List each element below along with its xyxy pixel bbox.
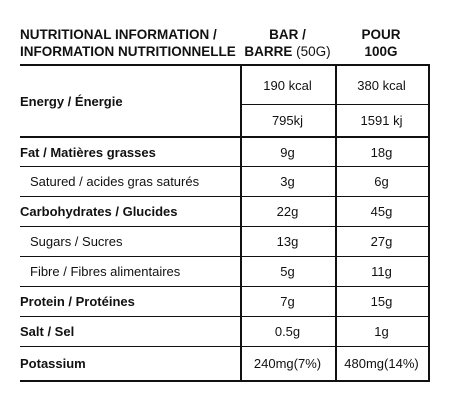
- salt-label: Salt / Sel: [20, 324, 75, 339]
- row-divider: [20, 196, 430, 197]
- column-header-bar: BAR / BARRE (50G): [240, 26, 335, 60]
- bar-header-line1: BAR /: [269, 27, 306, 42]
- row-divider: [20, 316, 430, 317]
- energy-sub-divider: [240, 104, 430, 105]
- column-header-per-100g: POUR 100G: [335, 26, 427, 60]
- title-line-en: NUTRITIONAL INFORMATION /: [20, 27, 217, 42]
- fibre-per-100g: 11g: [371, 264, 392, 279]
- carbohydrates-per-100g: 45g: [370, 204, 393, 219]
- pour-header-line2: 100G: [364, 44, 398, 59]
- energy-kj-per-100g: 1591 kj: [360, 113, 403, 128]
- row-divider: [20, 226, 430, 227]
- row-divider: [20, 136, 430, 138]
- fibre-label: Fibre / Fibres alimentaires: [30, 264, 181, 279]
- carbohydrates-label: Carbohydrates / Glucides: [20, 204, 178, 219]
- fat-bar: 9g: [280, 144, 295, 160]
- potassium-per-100g: 480mg(14%): [344, 356, 419, 371]
- sugars-label: Sugars / Sucres: [30, 234, 123, 249]
- right-border: [428, 64, 430, 381]
- fat-label: Fat / Matières grasses: [20, 144, 156, 160]
- sugars-bar: 13g: [276, 234, 299, 249]
- row-divider: [20, 166, 430, 167]
- fibre-bar: 5g: [280, 264, 295, 279]
- saturated-per-100g: 6g: [374, 174, 389, 189]
- energy-kcal-per-100g: 380 kcal: [357, 77, 406, 93]
- title-line-fr: INFORMATION NUTRITIONNELLE: [20, 44, 236, 59]
- bar-header-unit: (50G): [296, 44, 331, 59]
- protein-bar: 7g: [280, 294, 295, 309]
- fat-per-100g: 18g: [370, 144, 393, 160]
- protein-label: Protein / Protéines: [20, 294, 135, 309]
- carbohydrates-bar: 22g: [276, 204, 299, 219]
- pour-header-line1: POUR: [361, 27, 401, 42]
- salt-per-100g: 1g: [374, 324, 389, 339]
- bar-header-line2: BARRE (50G): [240, 43, 335, 60]
- saturated-bar: 3g: [280, 174, 295, 189]
- sugars-per-100g: 27g: [370, 234, 393, 249]
- energy-kcal-bar: 190 kcal: [263, 77, 312, 93]
- saturated-label: Satured / acides gras saturés: [30, 174, 200, 189]
- energy-kj-bar: 795kj: [271, 113, 304, 128]
- energy-label: Energy / Énergie: [20, 93, 123, 109]
- column-divider-2: [335, 64, 337, 381]
- row-divider: [20, 346, 430, 347]
- salt-bar: 0.5g: [274, 324, 301, 339]
- bar-header-word: BARRE: [244, 44, 293, 59]
- header-rule: [20, 64, 429, 66]
- bottom-rule: [20, 380, 430, 382]
- table-title: NUTRITIONAL INFORMATION / INFORMATION NU…: [20, 26, 245, 60]
- row-divider: [20, 286, 430, 287]
- potassium-label: Potassium: [20, 356, 86, 371]
- protein-per-100g: 15g: [370, 294, 393, 309]
- potassium-bar: 240mg(7%): [253, 356, 322, 371]
- column-divider-1: [240, 64, 242, 381]
- row-divider: [20, 256, 430, 257]
